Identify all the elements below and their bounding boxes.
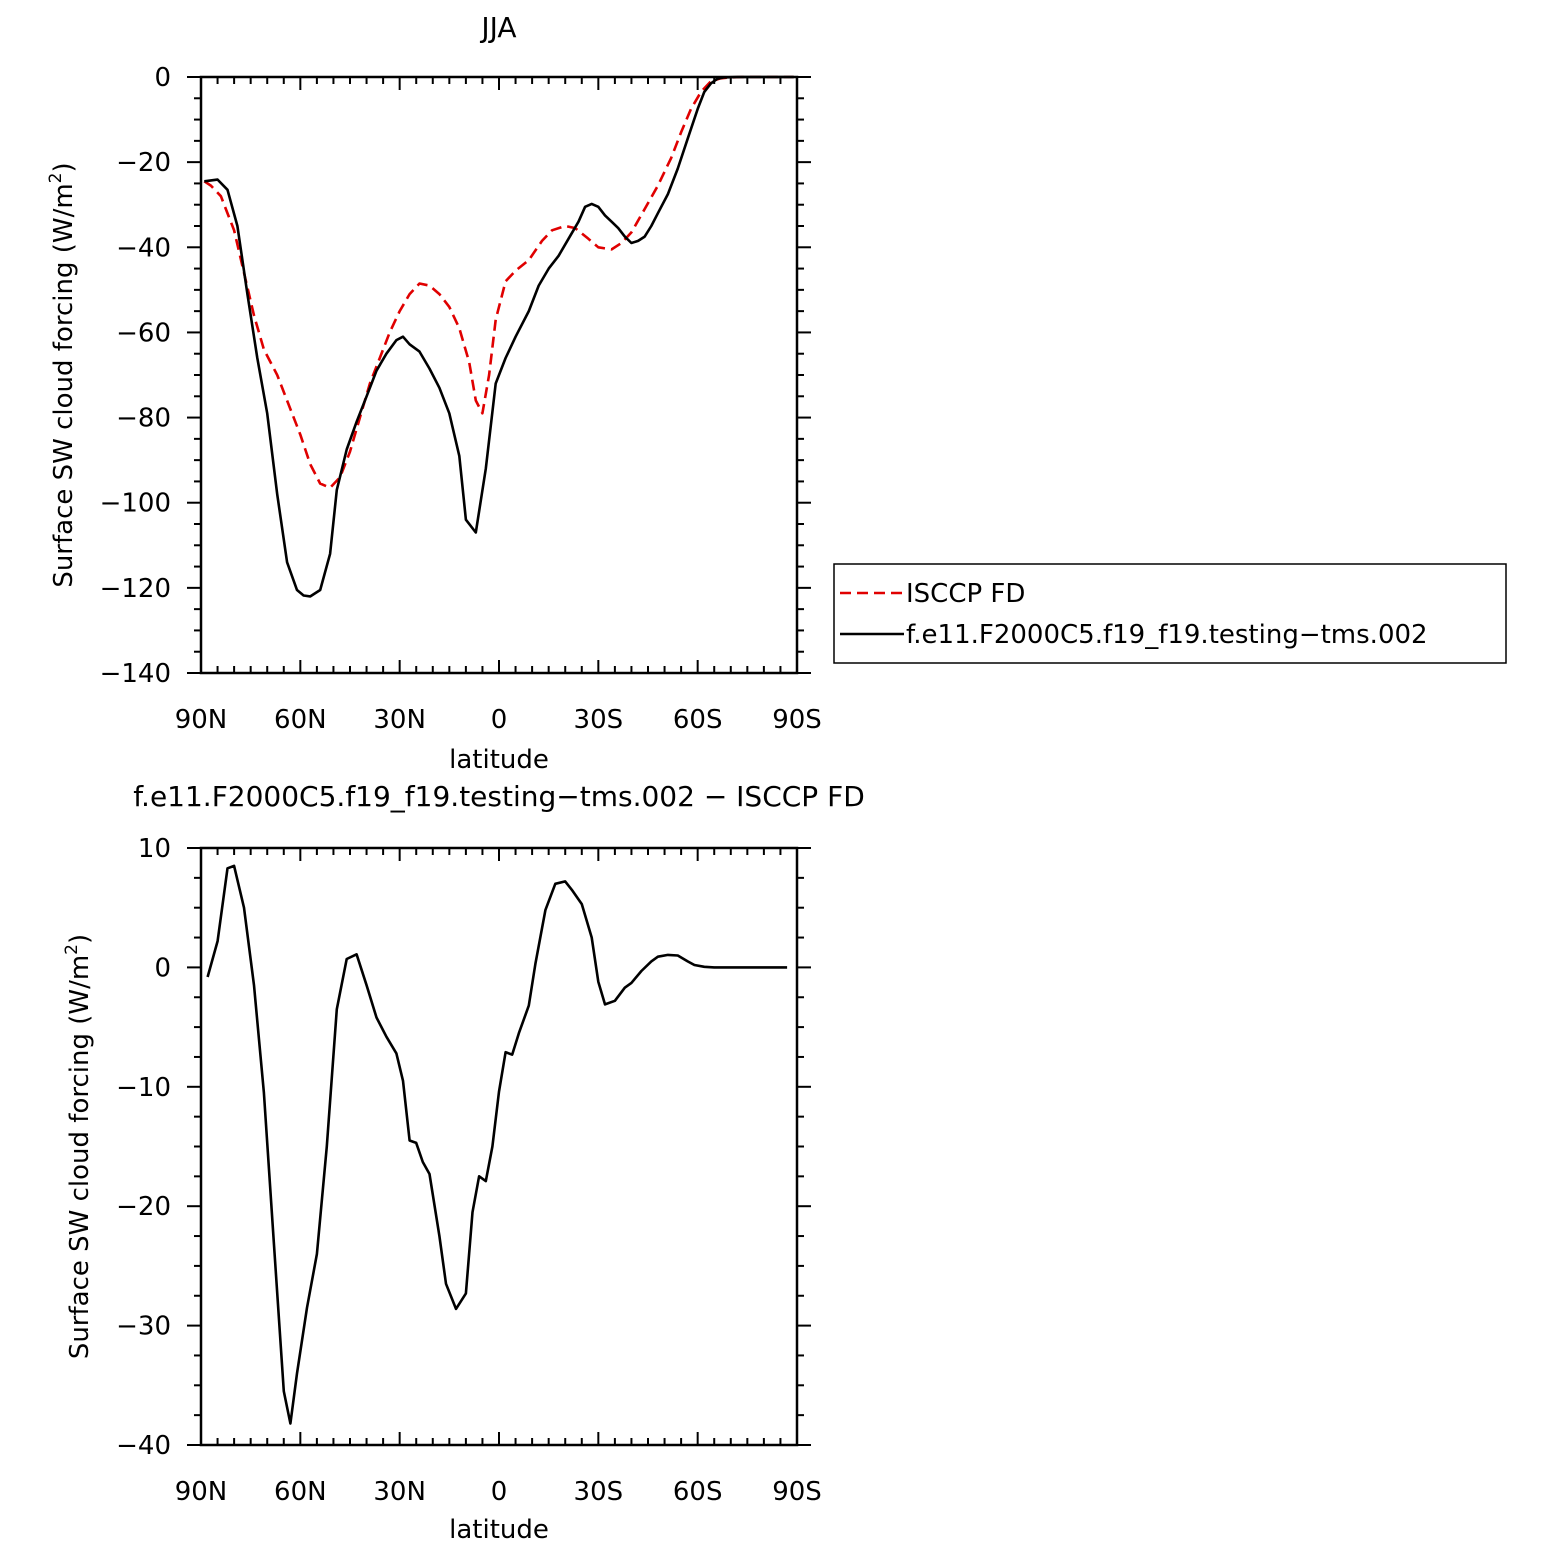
top-y-tick-label: −140 xyxy=(100,659,171,689)
bottom-y-tick-label: −20 xyxy=(116,1192,171,1222)
bottom-plot-frame xyxy=(199,846,799,1447)
top-y-tick-label: −60 xyxy=(116,318,171,348)
top-y-tick-label: −40 xyxy=(116,233,171,263)
top-chart-title: JJA xyxy=(479,11,516,44)
top-axis-ticks: 90N 60N 30N 0 30S 60S 90S 0 −20 −40 −60 −80 −100 −120… xyxy=(100,63,822,735)
top-x-tick-label: 60S xyxy=(673,705,723,735)
top-y-axis-label-superscript: 2 xyxy=(46,172,66,183)
top-y-tick-label: 0 xyxy=(154,63,171,93)
legend-label-model: f.e11.F2000C5.f19_f19.testing−tms.002 xyxy=(906,620,1428,650)
bottom-x-tick-label: 90S xyxy=(772,1477,822,1507)
top-x-tick-label: 60N xyxy=(274,705,327,735)
top-panel: JJA latitude Surface SW cloud forcing (W… xyxy=(46,11,822,775)
top-x-tick-label: 30S xyxy=(574,705,624,735)
bottom-y-axis-label-text: Surface SW cloud forcing (W/m xyxy=(65,955,95,1359)
bottom-y-tick-label: 10 xyxy=(138,834,171,864)
top-y-tick-label: −100 xyxy=(100,489,171,519)
bottom-x-tick-label: 0 xyxy=(491,1477,508,1507)
top-x-tick-label: 90S xyxy=(772,705,822,735)
bottom-y-tick-label: −40 xyxy=(116,1431,171,1461)
top-y-axis-label: Surface SW cloud forcing (W/m2) xyxy=(46,162,79,587)
top-series-line-2 xyxy=(204,75,794,598)
top-x-tick-label: 0 xyxy=(491,705,508,735)
bottom-axis-ticks: 90N 60N 30N 0 30S 60S 90S 10 0 −10 −20 −30 −40 xyxy=(116,834,822,1507)
top-x-tick-label: 90N xyxy=(175,705,228,735)
bottom-x-tick-label: 30N xyxy=(373,1477,426,1507)
bottom-panel: f.e11.F2000C5.f19_f19.testing−tms.002 − … xyxy=(62,780,865,1545)
bottom-x-tick-label: 60N xyxy=(274,1477,327,1507)
top-y-axis-label-close: ) xyxy=(49,162,79,172)
bottom-chart-title: f.e11.F2000C5.f19_f19.testing−tms.002 − … xyxy=(133,780,865,813)
bottom-y-axis-label-close: ) xyxy=(65,934,95,944)
top-y-tick-label: −20 xyxy=(116,148,171,178)
bottom-x-axis-label: latitude xyxy=(449,1515,549,1545)
legend: ISCCP FD f.e11.F2000C5.f19_f19.testing−t… xyxy=(833,563,1507,664)
top-y-tick-label: −80 xyxy=(116,404,171,434)
top-y-tick-label: −120 xyxy=(100,574,171,604)
bottom-y-tick-label: −10 xyxy=(116,1073,171,1103)
bottom-y-tick-label: 0 xyxy=(154,953,171,983)
top-series-line-1 xyxy=(203,75,794,490)
bottom-y-tick-label: −30 xyxy=(116,1312,171,1342)
bottom-x-tick-label: 60S xyxy=(673,1477,723,1507)
legend-box xyxy=(833,563,1507,664)
bottom-x-tick-label: 90N xyxy=(175,1477,228,1507)
bottom-y-axis-label-superscript: 2 xyxy=(62,944,82,955)
top-y-axis-label-text: Surface SW cloud forcing (W/m xyxy=(49,183,79,587)
legend-label-isccp-fd: ISCCP FD xyxy=(906,579,1025,609)
top-x-tick-label: 30N xyxy=(373,705,426,735)
bottom-x-tick-label: 30S xyxy=(574,1477,624,1507)
top-series-group xyxy=(203,75,794,598)
bottom-y-axis-label: Surface SW cloud forcing (W/m2) xyxy=(62,934,95,1359)
top-plot-frame xyxy=(199,75,799,675)
bottom-series-group xyxy=(206,864,788,1425)
top-x-axis-label: latitude xyxy=(449,745,549,775)
bottom-series-line-1 xyxy=(206,864,788,1425)
